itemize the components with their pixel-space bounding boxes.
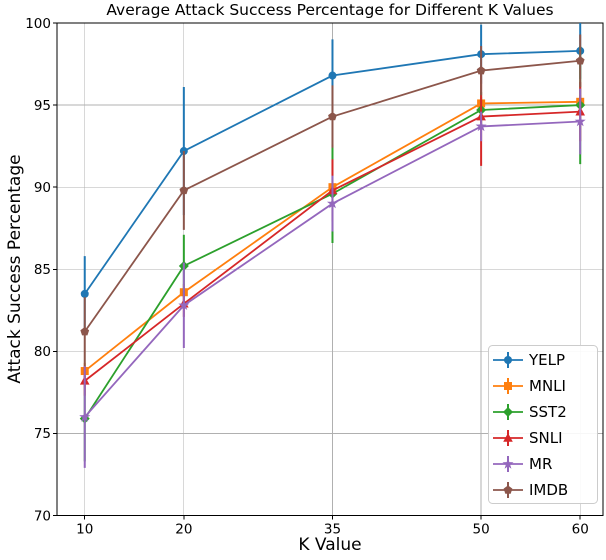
- y-axis-label: Attack Success Percentage: [5, 154, 25, 384]
- x-tick-label: 35: [324, 522, 341, 538]
- data-point-marker: [504, 382, 512, 390]
- data-point-marker: [503, 407, 513, 417]
- y-tick-label: 95: [34, 98, 51, 114]
- data-point-marker: [476, 66, 486, 75]
- legend-label: SNLI: [529, 429, 563, 447]
- data-point-marker: [328, 111, 337, 121]
- data-point-marker: [328, 71, 337, 80]
- legend-entry-mnli: MNLI: [493, 377, 566, 395]
- y-tick-label: 70: [34, 508, 51, 524]
- y-tick-label: 80: [34, 344, 51, 360]
- y-tick-label: 100: [25, 16, 51, 32]
- x-tick-label: 50: [473, 522, 490, 538]
- data-point-marker: [79, 411, 91, 422]
- data-point-marker: [80, 289, 89, 298]
- legend-entry-yelp: YELP: [493, 351, 565, 369]
- data-point-marker: [178, 299, 190, 311]
- legend-label: YELP: [528, 351, 565, 369]
- x-tick-label: 10: [76, 522, 93, 538]
- y-tick-label: 75: [34, 426, 51, 442]
- data-point-marker: [504, 356, 512, 364]
- legend-entry-imdb: IMDB: [493, 481, 568, 499]
- series-layer: [79, 23, 586, 468]
- x-axis-label: K Value: [298, 535, 362, 555]
- data-point-marker: [503, 433, 513, 442]
- legend: YELP MNLI SST2 SNLI MR IMDB: [488, 345, 598, 504]
- legend-label: IMDB: [529, 481, 568, 499]
- series-imdb: [80, 34, 585, 367]
- chart-title: Average Attack Success Percentage for Di…: [106, 1, 554, 19]
- legend-label: MNLI: [529, 377, 566, 395]
- data-point-marker: [574, 115, 586, 127]
- tick-labels: 10 20 35 50 60 70 75 80 85 90 95 100: [25, 16, 589, 538]
- data-point-marker: [80, 327, 90, 336]
- data-point-marker: [179, 185, 189, 195]
- y-tick-label: 85: [34, 262, 51, 278]
- legend-label: MR: [529, 455, 552, 473]
- legend-entry-mr: MR: [493, 455, 552, 473]
- axis-ticks: [53, 22, 581, 520]
- legend-entry-snli: SNLI: [493, 429, 563, 447]
- data-point-marker: [502, 458, 514, 469]
- y-tick-label: 90: [34, 180, 51, 196]
- x-tick-label: 20: [175, 522, 192, 538]
- data-point-marker: [503, 485, 513, 494]
- legend-entry-sst2: SST2: [493, 403, 567, 421]
- x-tick-label: 60: [572, 522, 589, 538]
- legend-label: SST2: [529, 403, 567, 421]
- data-point-marker: [575, 56, 585, 65]
- series-mr: [79, 88, 586, 468]
- data-point-marker: [326, 197, 338, 209]
- data-point-marker: [475, 120, 487, 132]
